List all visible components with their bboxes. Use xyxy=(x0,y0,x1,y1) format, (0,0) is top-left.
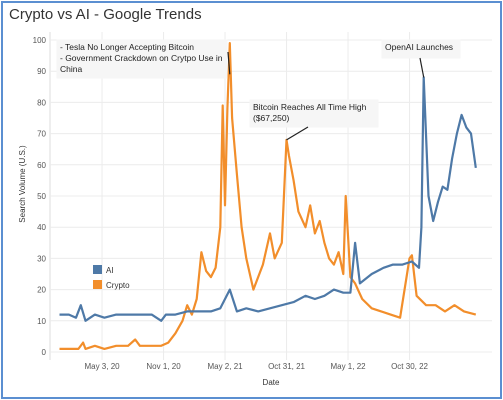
annotation: - Tesla No Longer Accepting Bitcoin- Gov… xyxy=(56,39,231,79)
legend-swatch-crypto xyxy=(93,280,102,289)
annotation-box xyxy=(381,39,461,59)
annotation-text: Bitcoin Reaches All Time High xyxy=(253,102,367,112)
legend-label-ai: AI xyxy=(106,266,114,275)
x-tick-label: Oct 30, 22 xyxy=(391,362,428,371)
y-tick-label: 40 xyxy=(37,223,46,232)
x-tick-label: Nov 1, 20 xyxy=(146,362,181,371)
annotation-leader xyxy=(286,126,309,141)
y-tick-label: 100 xyxy=(33,36,47,45)
y-tick-label: 90 xyxy=(37,67,46,76)
gridlines xyxy=(49,32,492,360)
annotation-box xyxy=(56,39,228,79)
annotation-text: ($67,250) xyxy=(253,113,290,123)
y-axis-title: Search Volume (U.S.) xyxy=(18,145,27,223)
y-tick-label: 0 xyxy=(42,348,47,357)
chart-title: Crypto vs AI - Google Trends xyxy=(9,6,202,23)
annotation-text: China xyxy=(60,64,82,74)
y-tick-label: 30 xyxy=(37,254,46,263)
x-axis-title: Date xyxy=(263,378,280,387)
annotation: Bitcoin Reaches All Time High($67,250) xyxy=(249,99,379,141)
annotation-box xyxy=(249,99,379,128)
annotation: OpenAI Launches xyxy=(381,39,461,78)
legend-label-crypto: Crypto xyxy=(106,281,130,290)
annotation-leader xyxy=(419,57,425,78)
x-tick-label: May 3, 20 xyxy=(84,362,120,371)
annotation-text: - Government Crackdown on Crytpo Use in xyxy=(60,53,223,63)
annotation-leader xyxy=(227,51,231,75)
y-axis-ticks: 0 10 20 30 40 50 60 70 80 90 100 xyxy=(33,36,47,357)
legend: AI Crypto xyxy=(93,265,130,290)
y-tick-label: 70 xyxy=(37,130,46,139)
series-line-crypto xyxy=(59,42,477,350)
y-tick-label: 60 xyxy=(37,161,46,170)
x-axis-ticks: May 3, 20 Nov 1, 20 May 2, 21 Oct 31, 21 May… xyxy=(84,362,428,371)
y-tick-label: 80 xyxy=(37,98,46,107)
y-tick-label: 10 xyxy=(37,317,46,326)
x-tick-label: Oct 31, 21 xyxy=(268,362,305,371)
annotation-text: OpenAI Launches xyxy=(385,42,453,52)
series-lines xyxy=(59,42,477,350)
y-tick-label: 20 xyxy=(37,286,46,295)
legend-swatch-ai xyxy=(93,265,102,274)
annotation-text: - Tesla No Longer Accepting Bitcoin xyxy=(60,42,194,52)
x-tick-label: May 1, 22 xyxy=(330,362,366,371)
series-line-ai xyxy=(59,76,477,322)
annotations: - Tesla No Longer Accepting Bitcoin- Gov… xyxy=(56,39,461,141)
x-tick-label: May 2, 21 xyxy=(207,362,243,371)
y-tick-label: 50 xyxy=(37,192,46,201)
